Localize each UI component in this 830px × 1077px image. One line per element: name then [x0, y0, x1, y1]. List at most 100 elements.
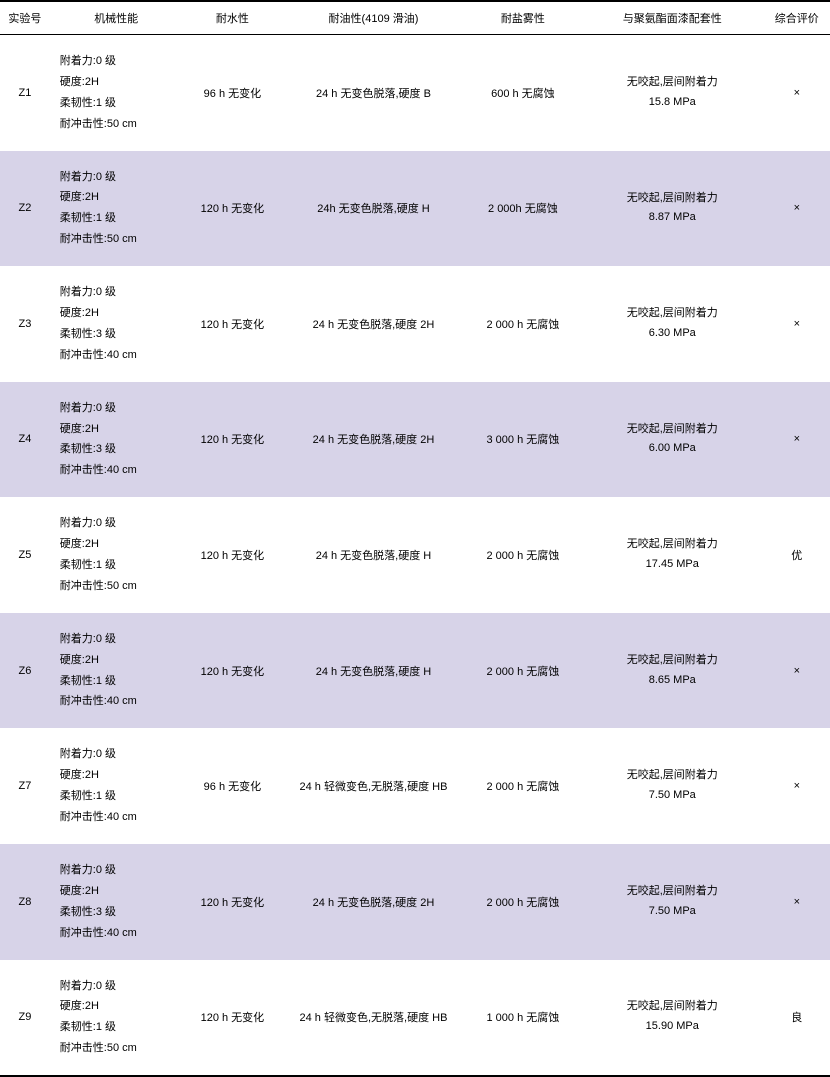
mechanical-line: 硬度:2H [60, 650, 177, 671]
cell-id: Z6 [0, 613, 50, 729]
compat-line: 无咬起,层间附着力 [587, 73, 758, 93]
cell-id: Z7 [0, 728, 50, 844]
cell-id: Z1 [0, 35, 50, 151]
mechanical-line: 柔韧性:1 级 [60, 93, 177, 114]
mechanical-line: 附着力:0 级 [60, 976, 177, 997]
mechanical-line: 附着力:0 级 [60, 282, 177, 303]
mechanical-line: 硬度:2H [60, 72, 177, 93]
mechanical-line: 附着力:0 级 [60, 398, 177, 419]
compat-line: 6.30 MPa [587, 324, 758, 344]
header-oil: 耐油性(4109 滑油) [282, 1, 465, 35]
mechanical-line: 耐冲击性:50 cm [60, 576, 177, 597]
mechanical-line: 硬度:2H [60, 534, 177, 555]
compat-wrap: 无咬起,层间附着力15.8 MPa [587, 73, 758, 113]
mechanical-line: 耐冲击性:40 cm [60, 691, 177, 712]
cell-id: Z9 [0, 960, 50, 1077]
cell-compat: 无咬起,层间附着力7.50 MPa [581, 844, 764, 960]
cell-water: 120 h 无变化 [183, 497, 283, 613]
table-row: Z7附着力:0 级硬度:2H柔韧性:1 级耐冲击性:40 cm96 h 无变化2… [0, 728, 830, 844]
cell-eval: × [764, 266, 830, 382]
cell-oil: 24 h 无变色脱落,硬度 B [282, 35, 465, 151]
cell-compat: 无咬起,层间附着力7.50 MPa [581, 728, 764, 844]
cell-oil: 24 h 无变色脱落,硬度 2H [282, 844, 465, 960]
compat-line: 7.50 MPa [587, 902, 758, 922]
cell-salt: 3 000 h 无腐蚀 [465, 382, 581, 498]
compat-wrap: 无咬起,层间附着力7.50 MPa [587, 882, 758, 922]
compat-line: 无咬起,层间附着力 [587, 420, 758, 440]
cell-water: 120 h 无变化 [183, 151, 283, 267]
cell-mechanical: 附着力:0 级硬度:2H柔韧性:1 级耐冲击性:50 cm [50, 35, 183, 151]
mechanical-line: 附着力:0 级 [60, 744, 177, 765]
table-row: Z8附着力:0 级硬度:2H柔韧性:3 级耐冲击性:40 cm120 h 无变化… [0, 844, 830, 960]
cell-compat: 无咬起,层间附着力17.45 MPa [581, 497, 764, 613]
cell-compat: 无咬起,层间附着力15.90 MPa [581, 960, 764, 1077]
cell-oil: 24 h 轻微变色,无脱落,硬度 HB [282, 728, 465, 844]
cell-id: Z2 [0, 151, 50, 267]
table-row: Z2附着力:0 级硬度:2H柔韧性:1 级耐冲击性:50 cm120 h 无变化… [0, 151, 830, 267]
cell-salt: 2 000 h 无腐蚀 [465, 728, 581, 844]
compat-line: 7.50 MPa [587, 786, 758, 806]
mechanical-line: 柔韧性:1 级 [60, 208, 177, 229]
cell-water: 120 h 无变化 [183, 844, 283, 960]
cell-eval: × [764, 35, 830, 151]
cell-salt: 2 000h 无腐蚀 [465, 151, 581, 267]
mechanical-line: 附着力:0 级 [60, 167, 177, 188]
compat-line: 无咬起,层间附着力 [587, 651, 758, 671]
cell-mechanical: 附着力:0 级硬度:2H柔韧性:3 级耐冲击性:40 cm [50, 844, 183, 960]
compat-line: 15.90 MPa [587, 1017, 758, 1037]
mechanical-line: 耐冲击性:50 cm [60, 114, 177, 135]
header-mechanical: 机械性能 [50, 1, 183, 35]
cell-water: 120 h 无变化 [183, 613, 283, 729]
cell-mechanical: 附着力:0 级硬度:2H柔韧性:1 级耐冲击性:50 cm [50, 960, 183, 1077]
table-row: Z6附着力:0 级硬度:2H柔韧性:1 级耐冲击性:40 cm120 h 无变化… [0, 613, 830, 729]
compat-line: 8.87 MPa [587, 208, 758, 228]
mechanical-line: 耐冲击性:50 cm [60, 1038, 177, 1059]
compat-wrap: 无咬起,层间附着力17.45 MPa [587, 535, 758, 575]
cell-id: Z3 [0, 266, 50, 382]
mechanical-line: 附着力:0 级 [60, 513, 177, 534]
compat-wrap: 无咬起,层间附着力6.30 MPa [587, 304, 758, 344]
cell-eval: × [764, 728, 830, 844]
compat-line: 无咬起,层间附着力 [587, 997, 758, 1017]
compat-wrap: 无咬起,层间附着力8.65 MPa [587, 651, 758, 691]
cell-eval: × [764, 151, 830, 267]
mechanical-line: 柔韧性:1 级 [60, 555, 177, 576]
mechanical-line: 硬度:2H [60, 765, 177, 786]
table-row: Z9附着力:0 级硬度:2H柔韧性:1 级耐冲击性:50 cm120 h 无变化… [0, 960, 830, 1077]
header-water: 耐水性 [183, 1, 283, 35]
table-row: Z3附着力:0 级硬度:2H柔韧性:3 级耐冲击性:40 cm120 h 无变化… [0, 266, 830, 382]
mechanical-line: 硬度:2H [60, 419, 177, 440]
mechanical-line: 耐冲击性:40 cm [60, 923, 177, 944]
compat-line: 无咬起,层间附着力 [587, 766, 758, 786]
cell-water: 120 h 无变化 [183, 960, 283, 1077]
mechanical-line: 附着力:0 级 [60, 860, 177, 881]
header-eval: 综合评价 [764, 1, 830, 35]
compat-line: 无咬起,层间附着力 [587, 189, 758, 209]
cell-oil: 24 h 无变色脱落,硬度 2H [282, 382, 465, 498]
compat-line: 无咬起,层间附着力 [587, 882, 758, 902]
mechanical-line: 硬度:2H [60, 881, 177, 902]
mechanical-line: 硬度:2H [60, 996, 177, 1017]
cell-oil: 24h 无变色脱落,硬度 H [282, 151, 465, 267]
cell-salt: 2 000 h 无腐蚀 [465, 844, 581, 960]
mechanical-line: 硬度:2H [60, 187, 177, 208]
cell-mechanical: 附着力:0 级硬度:2H柔韧性:1 级耐冲击性:50 cm [50, 151, 183, 267]
cell-eval: 优 [764, 497, 830, 613]
compat-wrap: 无咬起,层间附着力15.90 MPa [587, 997, 758, 1037]
cell-eval: × [764, 613, 830, 729]
mechanical-line: 附着力:0 级 [60, 629, 177, 650]
compat-line: 17.45 MPa [587, 555, 758, 575]
table-header-row: 实验号 机械性能 耐水性 耐油性(4109 滑油) 耐盐雾性 与聚氨酯面漆配套性… [0, 1, 830, 35]
cell-salt: 1 000 h 无腐蚀 [465, 960, 581, 1077]
cell-id: Z4 [0, 382, 50, 498]
cell-compat: 无咬起,层间附着力15.8 MPa [581, 35, 764, 151]
mechanical-line: 耐冲击性:50 cm [60, 229, 177, 250]
mechanical-line: 柔韧性:1 级 [60, 1017, 177, 1038]
cell-oil: 24 h 无变色脱落,硬度 H [282, 613, 465, 729]
cell-compat: 无咬起,层间附着力8.65 MPa [581, 613, 764, 729]
cell-compat: 无咬起,层间附着力8.87 MPa [581, 151, 764, 267]
cell-oil: 24 h 无变色脱落,硬度 2H [282, 266, 465, 382]
compat-wrap: 无咬起,层间附着力8.87 MPa [587, 189, 758, 229]
mechanical-line: 柔韧性:3 级 [60, 439, 177, 460]
mechanical-line: 耐冲击性:40 cm [60, 807, 177, 828]
